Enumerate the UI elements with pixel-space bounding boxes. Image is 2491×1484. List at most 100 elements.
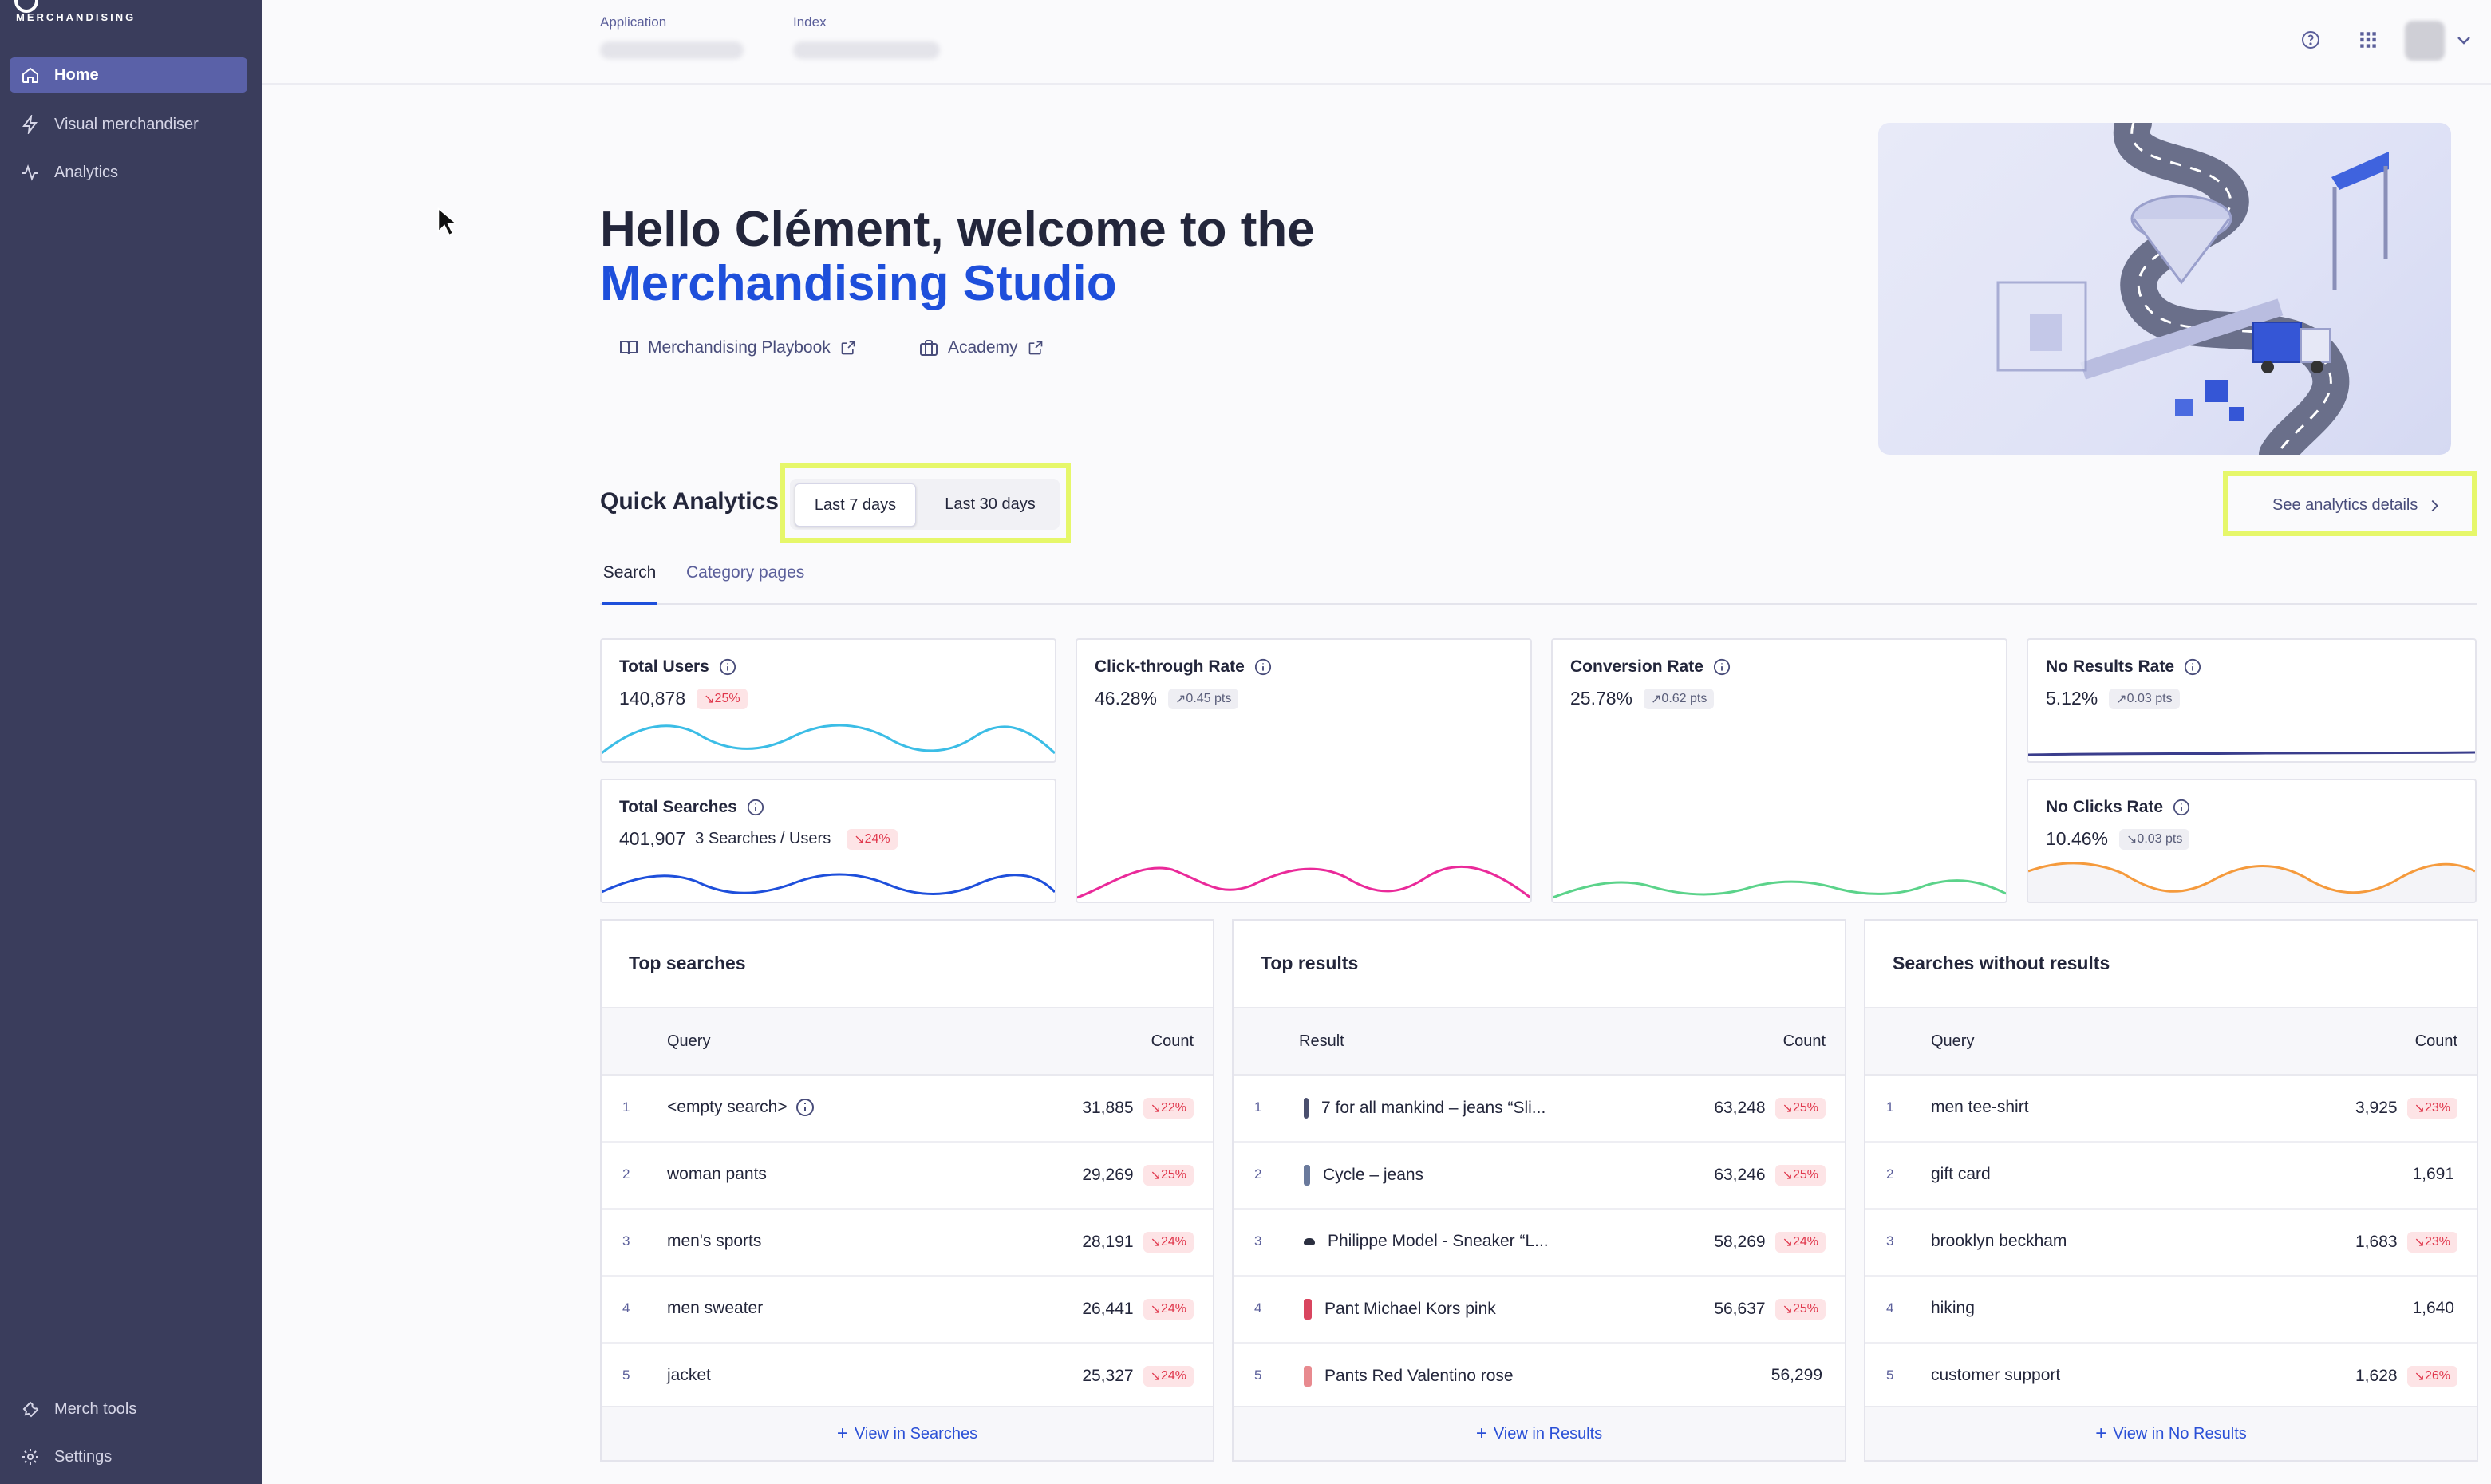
info-icon[interactable] xyxy=(2184,658,2201,676)
sidebar-item-home[interactable]: Home xyxy=(10,57,247,93)
sparkline-total-searches xyxy=(602,873,1055,895)
sidebar: MERCHANDISING Home Visual merchandiser A… xyxy=(0,0,262,1484)
view-in-no-results-link[interactable]: + View in No Results xyxy=(1865,1406,2477,1460)
metric-value: 140,878 ↘ 25% xyxy=(619,688,748,709)
trend-down-badge: ↘ 25% xyxy=(697,688,748,709)
index-selector[interactable]: Index xyxy=(793,14,953,59)
info-icon[interactable] xyxy=(795,1098,815,1117)
result-text: Pant Michael Kors pink xyxy=(1324,1300,1496,1318)
table-row[interactable]: 3 men's sports 28,191 ↘ 24% xyxy=(602,1210,1213,1277)
application-label: Application xyxy=(600,14,667,30)
row-count: 31,885 ↘ 22% xyxy=(1082,1098,1213,1119)
academy-link[interactable]: Academy xyxy=(919,338,1053,357)
activity-icon xyxy=(21,163,40,182)
badge-text: 24% xyxy=(1792,1235,1818,1249)
table-row[interactable]: 4 hiking 1,640 xyxy=(1865,1277,2477,1344)
external-link-icon xyxy=(1028,341,1042,355)
info-icon[interactable] xyxy=(1254,658,1272,676)
metric-card-total-users[interactable]: Total Users 140,878 ↘ 25% xyxy=(600,638,1056,763)
metric-value-text: 140,878 xyxy=(619,688,686,708)
book-icon xyxy=(620,341,638,355)
metric-value-text: 5.12% xyxy=(2046,688,2098,708)
table-row[interactable]: 5 jacket 25,327 ↘ 24% xyxy=(602,1344,1213,1411)
row-query: gift card xyxy=(1931,1165,1991,1183)
help-icon[interactable] xyxy=(2296,26,2325,54)
title-line-product: Merchandising Studio xyxy=(600,256,1117,311)
trend-down-badge: ↘ 25% xyxy=(1774,1299,1826,1320)
gear-icon xyxy=(21,1447,40,1466)
metric-card-no-clicks-rate[interactable]: No Clicks Rate 10.46% ↘ 0.03 pts xyxy=(2027,779,2477,903)
info-icon[interactable] xyxy=(747,799,764,816)
application-value-redacted xyxy=(600,41,744,59)
result-text: Philippe Model - Sneaker “L... xyxy=(1328,1232,1549,1250)
table-row[interactable]: 4 men sweater 26,441 ↘ 24% xyxy=(602,1277,1213,1344)
badge-text: 24% xyxy=(1160,1302,1186,1316)
tab-search[interactable]: Search xyxy=(602,563,657,605)
row-rank: 3 xyxy=(622,1233,630,1249)
table-row[interactable]: 1 7 for all mankind – jeans “Sli... 63,2… xyxy=(1234,1076,1845,1143)
range-last-7-days[interactable]: Last 7 days xyxy=(795,483,916,527)
row-query: customer support xyxy=(1931,1366,2061,1384)
row-count: 63,248 ↘ 25% xyxy=(1714,1098,1845,1119)
application-selector[interactable]: Application xyxy=(600,14,752,59)
info-icon[interactable] xyxy=(719,658,736,676)
footer-label: View in Searches xyxy=(854,1424,978,1443)
table-row[interactable]: 2 gift card 1,691 xyxy=(1865,1143,2477,1210)
page-title: Hello Clément, welcome to the Merchandis… xyxy=(600,203,1315,311)
metric-card-total-searches[interactable]: Total Searches 401,907 3 Searches / User… xyxy=(600,779,1056,903)
row-rank: 4 xyxy=(622,1300,630,1316)
row-query: jacket xyxy=(667,1366,711,1384)
product-thumbnail xyxy=(1304,1299,1312,1320)
count-text: 56,637 xyxy=(1714,1300,1766,1318)
row-result: Pant Michael Kors pink xyxy=(1304,1299,1496,1320)
row-query: hiking xyxy=(1931,1299,1975,1317)
table-row[interactable]: 2 woman pants 29,269 ↘ 25% xyxy=(602,1143,1213,1210)
table-row[interactable]: 5 Pants Red Valentino rose 56,299 xyxy=(1234,1344,1845,1411)
table-top-searches: Top searches Query Count 1 <empty search… xyxy=(600,919,1214,1462)
see-analytics-details-link[interactable]: See analytics details xyxy=(2272,496,2443,515)
chevron-down-icon[interactable] xyxy=(2450,26,2478,54)
table-title: Top results xyxy=(1261,953,1359,973)
table-row[interactable]: 1 <empty search> 31,885 ↘ 22% xyxy=(602,1076,1213,1143)
trend-down-badge: ↘ 25% xyxy=(1774,1098,1826,1119)
user-avatar[interactable] xyxy=(2405,21,2445,61)
info-icon[interactable] xyxy=(2173,799,2190,816)
sidebar-item-analytics[interactable]: Analytics xyxy=(10,155,247,190)
sidebar-item-settings[interactable]: Settings xyxy=(10,1439,247,1474)
trend-down-badge: ↘ 24% xyxy=(1774,1232,1826,1253)
column-header-count: Count xyxy=(1151,1032,1194,1050)
tab-category-pages[interactable]: Category pages xyxy=(686,563,805,582)
wrench-icon xyxy=(21,1399,40,1419)
hero-illustration xyxy=(1878,123,2451,455)
sidebar-item-visual-merchandiser[interactable]: Visual merchandiser xyxy=(10,107,247,142)
view-in-searches-link[interactable]: + View in Searches xyxy=(602,1406,1213,1460)
sidebar-item-merch-tools[interactable]: Merch tools xyxy=(10,1391,247,1427)
sidebar-item-label: Home xyxy=(54,65,99,84)
count-text: 31,885 xyxy=(1082,1099,1134,1117)
metric-card-click-through-rate[interactable]: Click-through Rate 46.28% ↗ 0.45 pts xyxy=(1076,638,1532,903)
table-row[interactable]: 2 Cycle – jeans 63,246 ↘ 25% xyxy=(1234,1143,1845,1210)
column-header-result: Result xyxy=(1299,1032,1344,1050)
sparkline-click-through-rate xyxy=(1077,865,1530,899)
info-icon[interactable] xyxy=(1713,658,1731,676)
count-text: 56,299 xyxy=(1771,1366,1822,1384)
range-last-30-days[interactable]: Last 30 days xyxy=(945,495,1036,513)
sparkline-total-users xyxy=(602,724,1055,755)
badge-text: 24% xyxy=(1160,1235,1186,1249)
table-row[interactable]: 3 Philippe Model - Sneaker “L... 58,269 ↘… xyxy=(1234,1210,1845,1277)
brand-logo[interactable]: MERCHANDISING xyxy=(14,0,246,32)
table-row[interactable]: 3 brooklyn beckham 1,683 ↘ 23% xyxy=(1865,1210,2477,1277)
table-header: Query Count xyxy=(602,1007,1213,1076)
trend-down-badge: ↘ 24% xyxy=(1143,1299,1194,1320)
count-text: 63,248 xyxy=(1714,1099,1766,1117)
metric-card-no-results-rate[interactable]: No Results Rate 5.12% ↗ 0.03 pts xyxy=(2027,638,2477,763)
count-text: 26,441 xyxy=(1082,1300,1134,1318)
playbook-link[interactable]: Merchandising Playbook xyxy=(619,338,866,357)
view-in-results-link[interactable]: + View in Results xyxy=(1234,1406,1845,1460)
table-row[interactable]: 5 customer support 1,628 ↘ 26% xyxy=(1865,1344,2477,1411)
result-text: 7 for all mankind – jeans “Sli... xyxy=(1321,1099,1546,1117)
table-row[interactable]: 1 men tee-shirt 3,925 ↘ 23% xyxy=(1865,1076,2477,1143)
metric-card-conversion-rate[interactable]: Conversion Rate 25.78% ↗ 0.62 pts xyxy=(1551,638,2007,903)
apps-grid-icon[interactable] xyxy=(2354,26,2382,54)
table-row[interactable]: 4 Pant Michael Kors pink 56,637 ↘ 25% xyxy=(1234,1277,1845,1344)
